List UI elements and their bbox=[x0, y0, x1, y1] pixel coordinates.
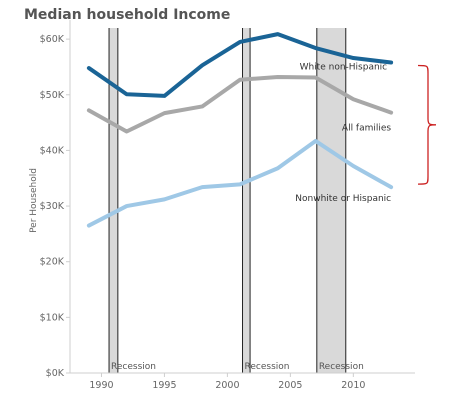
recession-label: Recession bbox=[245, 362, 290, 372]
x-tick-label: 1995 bbox=[152, 380, 176, 391]
x-tick-label: 2005 bbox=[278, 380, 302, 391]
series-labels: White non-Hispanic All families Nonwhite o… bbox=[295, 63, 391, 205]
x-tick-label: 2010 bbox=[341, 380, 365, 391]
recession-band bbox=[109, 28, 118, 373]
bracket-annotation bbox=[417, 64, 437, 185]
recession-bands: Recession Recession Recession bbox=[108, 28, 364, 373]
recession-label: Recession bbox=[319, 362, 364, 372]
axes: $0K $10K $20K $30K $40K $50K $60K 1990 1995 2000 2… bbox=[29, 20, 415, 391]
recession-label: Recession bbox=[111, 362, 156, 372]
y-axis-title: Per Household bbox=[29, 168, 39, 233]
series-label: All families bbox=[342, 124, 392, 134]
y-tick-label: $60K bbox=[40, 34, 65, 45]
y-tick-label: $20K bbox=[40, 257, 65, 268]
series-line bbox=[86, 74, 394, 134]
x-tick-label: 2000 bbox=[215, 380, 239, 391]
red-bracket bbox=[417, 64, 437, 185]
series-lines bbox=[86, 32, 394, 228]
series-label: Nonwhite or Hispanic bbox=[295, 194, 391, 204]
y-tick-label: $10K bbox=[40, 312, 65, 323]
x-tick-label: 1990 bbox=[89, 380, 113, 391]
y-tick-label: $50K bbox=[40, 90, 65, 101]
series-label: White non-Hispanic bbox=[300, 63, 388, 73]
series-line bbox=[86, 138, 394, 228]
y-tick-label: $30K bbox=[40, 201, 65, 212]
y-tick-label: $0K bbox=[46, 368, 65, 379]
chart-title: Median household Income bbox=[24, 7, 231, 23]
series-line bbox=[86, 32, 394, 98]
recession-band bbox=[242, 28, 251, 373]
y-tick-label: $40K bbox=[40, 145, 65, 156]
